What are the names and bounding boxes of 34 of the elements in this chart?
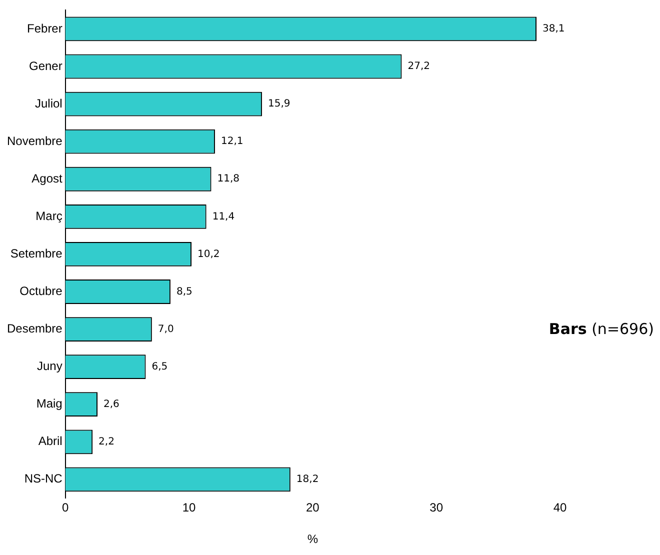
y-tick-label: Juny bbox=[36, 359, 62, 374]
y-tick-label: Desembre bbox=[6, 322, 63, 336]
x-tick-label: 10 bbox=[182, 500, 196, 515]
y-tick-label: Juliol bbox=[34, 96, 62, 110]
x-tick-label: 0 bbox=[62, 500, 70, 515]
y-tick-label: Agost bbox=[32, 171, 64, 186]
data-label: 7,0 bbox=[158, 324, 174, 335]
data-label: 6,5 bbox=[152, 361, 168, 372]
y-tick-label: Octubre bbox=[20, 284, 63, 298]
data-label: 11,4 bbox=[212, 211, 235, 222]
data-label: 2,2 bbox=[98, 436, 114, 448]
data-label: 11,8 bbox=[217, 174, 240, 185]
y-tick-label: Novembre bbox=[6, 134, 63, 148]
y-tick-label: Gener bbox=[28, 58, 62, 73]
annotation: Bars bbox=[548, 320, 587, 338]
y-tick-label: Abril bbox=[38, 434, 62, 448]
data-label: 15,9 bbox=[268, 98, 290, 110]
data-label: 27,2 bbox=[408, 61, 430, 72]
text: (n=696) bbox=[590, 320, 654, 338]
y-tick-label: Febrer bbox=[27, 21, 62, 36]
x-tick-label: 30 bbox=[430, 500, 444, 515]
data-label: 18,2 bbox=[296, 474, 319, 486]
x-tick-label: 40 bbox=[553, 500, 567, 515]
y-tick-label: Maig bbox=[36, 396, 62, 411]
data-label: 8,5 bbox=[176, 286, 192, 298]
x-tick-label: 20 bbox=[306, 500, 320, 515]
data-label: 10,2 bbox=[197, 248, 220, 260]
data-label: 12,1 bbox=[220, 136, 244, 148]
y-tick-label: Març bbox=[36, 208, 62, 223]
data-label: 38,1 bbox=[542, 24, 565, 35]
x-axis-title: % bbox=[307, 532, 318, 546]
data-label: 2,6 bbox=[104, 398, 120, 410]
y-tick-label: NS-NC bbox=[24, 472, 63, 486]
y-tick-label: Setembre bbox=[10, 246, 63, 261]
